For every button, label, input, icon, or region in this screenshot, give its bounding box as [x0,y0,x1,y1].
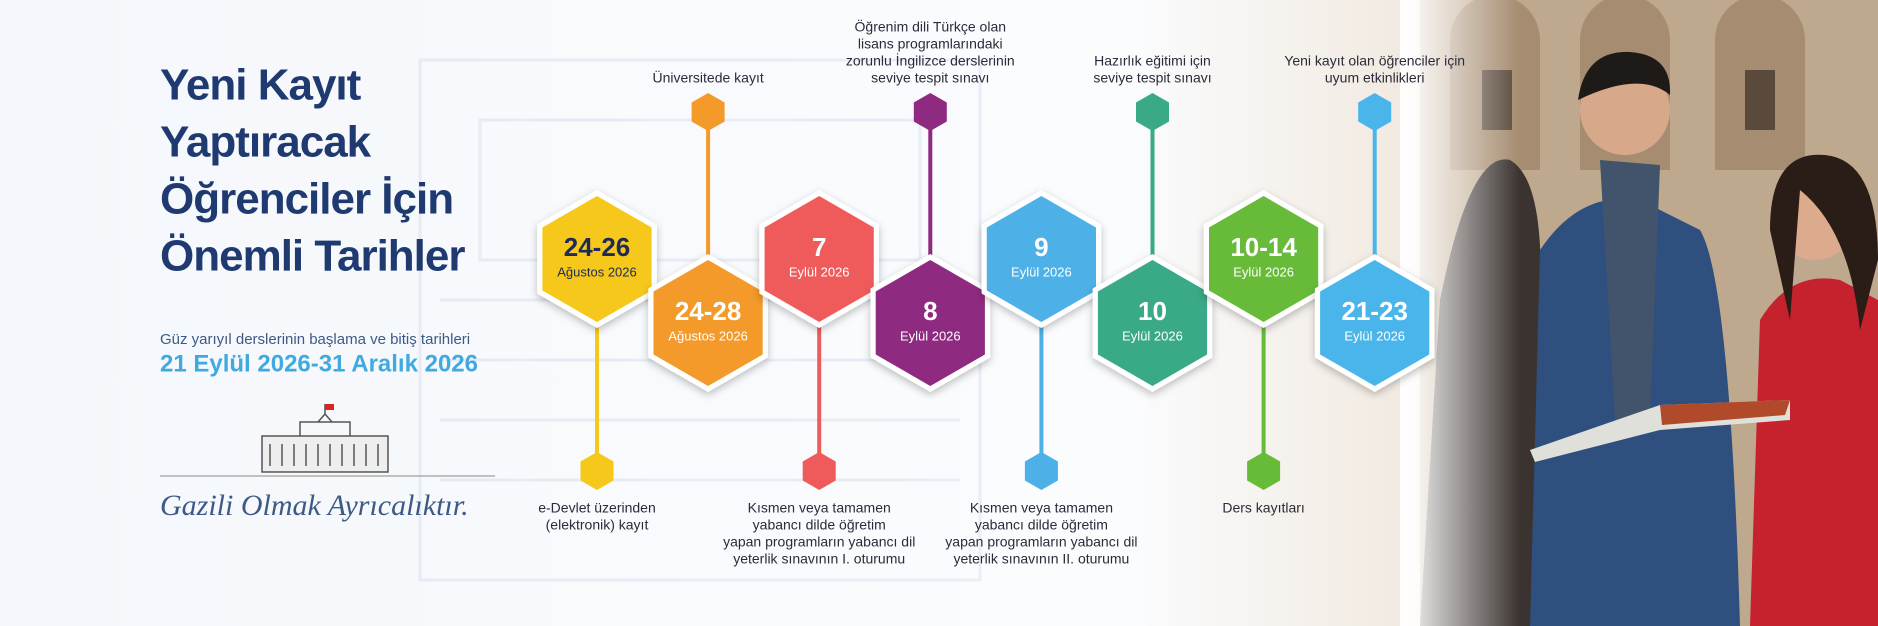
event-month: Eylül 2026 [1344,328,1405,343]
event-date: 9 [1034,232,1048,262]
event-date: 24-26 [564,232,631,262]
event-description: uyum etkinlikleri [1325,70,1425,86]
event-month: Ağustos 2026 [557,264,637,279]
event-description: Yeni kayıt olan öğrenciler için [1284,53,1465,69]
event-month: Eylül 2026 [1122,328,1183,343]
event-description: Kısmen veya tamamen [748,500,891,516]
date-hex [653,260,763,386]
event-description: e-Devlet üzerinden [538,500,656,516]
date-hex [1209,196,1319,322]
term-dates: 21 Eylül 2026-31 Aralık 2026 [160,350,478,377]
title-line: Öğrenciler İçin [160,175,453,224]
small-hex [1024,452,1058,490]
event-description: yeterlik sınavının I. oturumu [733,551,905,567]
event-month: Eylül 2026 [789,264,850,279]
event-date: 10 [1138,296,1167,326]
motto: Gazili Olmak Ayrıcalıktır. [160,489,469,522]
event-description: yapan programların yabancı dil [945,534,1137,550]
event-description: Hazırlık eğitimi için [1094,53,1211,69]
date-hex [986,196,1096,322]
event-description: yabancı dilde öğretim [753,517,886,533]
event-date: 24-28 [675,296,742,326]
photo [1400,0,1878,626]
title-line: Yaptıracak [160,118,372,167]
event-description: seviye tespit sınavı [1093,70,1211,86]
event-description: yeterlik sınavının II. oturumu [953,551,1129,567]
small-hex [913,93,947,131]
event-month: Eylül 2026 [1011,264,1072,279]
small-hex [802,452,836,490]
event-description: Üniversitede kayıt [652,69,763,86]
date-hex [542,196,652,322]
event-date: 8 [923,296,937,326]
title-line: Yeni Kayıt [160,61,362,110]
title-line: Önemli Tarihler [160,232,465,281]
event-description: (elektronik) kayıt [546,517,649,533]
event-month: Eylül 2026 [1233,264,1294,279]
event-date: 10-14 [1230,232,1297,262]
event-description: zorunlu İngilizce derslerinin [846,52,1015,69]
event-month: Eylül 2026 [900,328,961,343]
small-hex [691,93,725,131]
small-hex [1358,93,1392,131]
logo-building [261,404,389,473]
event-date: 7 [812,232,826,262]
date-hex [1320,260,1430,386]
event-date: 21-23 [1341,296,1408,326]
event-month: Ağustos 2026 [668,328,748,343]
date-hex [764,196,874,322]
subtitle: Güz yarıyıl derslerinin başlama ve bitiş… [160,331,470,348]
event-description: Kısmen veya tamamen [970,500,1113,516]
event-description: seviye tespit sınavı [871,70,989,86]
small-hex [1247,452,1281,490]
event-description: yabancı dilde öğretim [975,517,1108,533]
event-description: lisans programlarındaki [858,36,1003,52]
small-hex [1136,93,1169,131]
event-description: Ders kayıtları [1222,500,1304,516]
event-description: yapan programların yabancı dil [723,534,915,550]
date-hex [1097,260,1208,386]
date-hex [875,260,985,386]
small-hex [580,452,614,490]
event-description: Öğrenim dili Türkçe olan [855,18,1006,35]
